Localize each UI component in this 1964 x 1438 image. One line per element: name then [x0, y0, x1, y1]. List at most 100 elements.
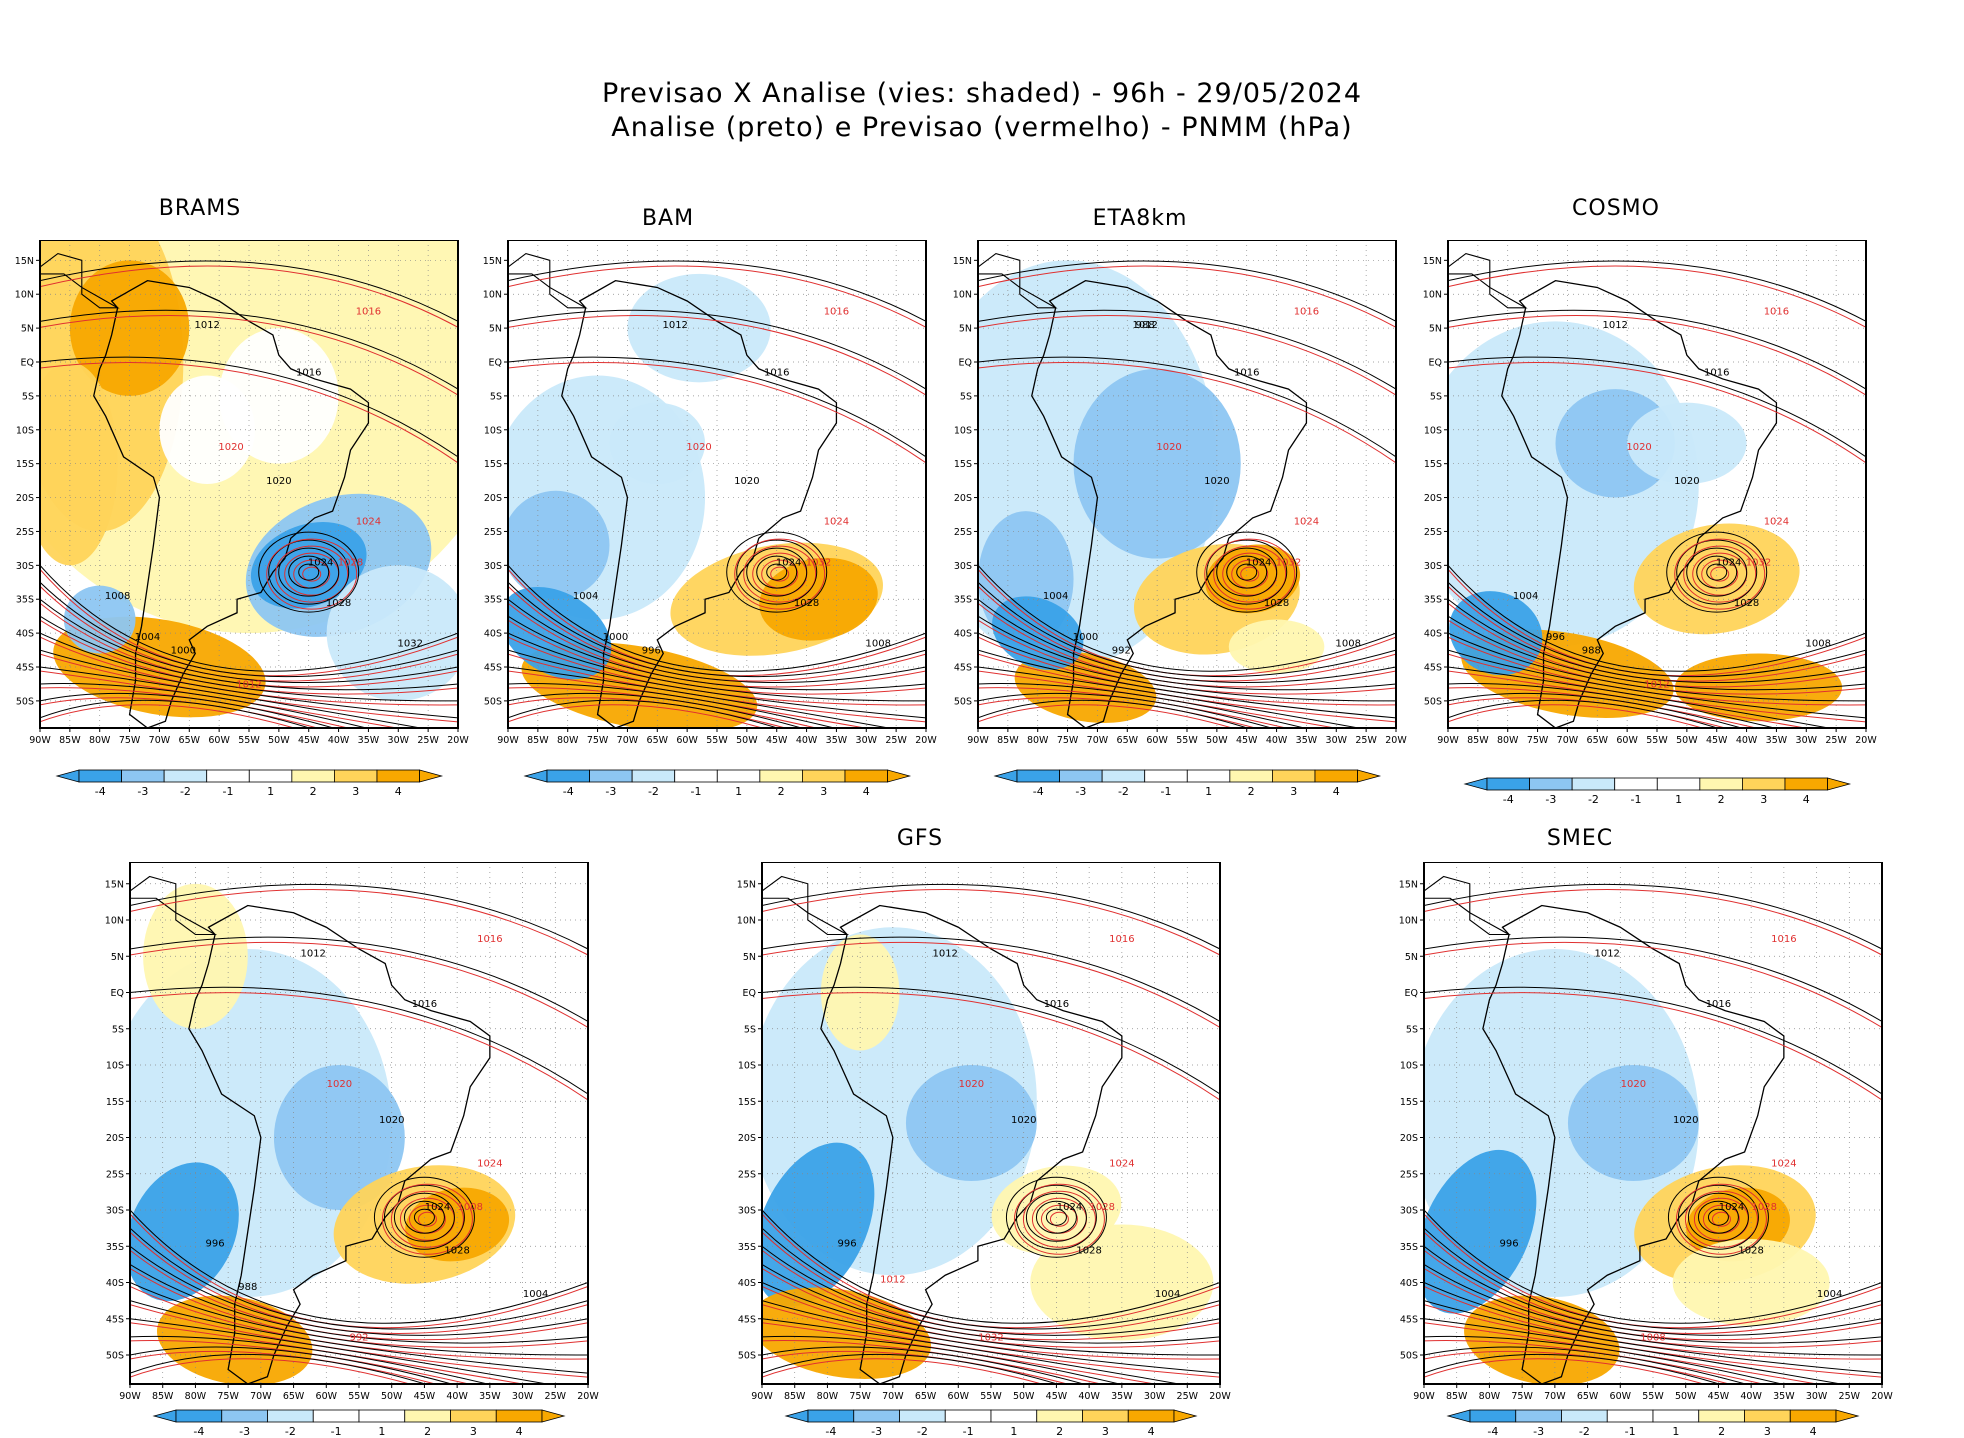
colorbar: -4 -3 -2 -1 1 2 3 4 [1463, 777, 1851, 806]
analysis-isobar [130, 1245, 588, 1336]
analysis-isobar-label: 996 [838, 1238, 857, 1249]
analysis-isobar [1196, 531, 1298, 613]
analysis-isobar [1686, 547, 1748, 597]
forecast-isobar-label: 1020 [218, 442, 243, 453]
colorbar-bin [495, 1409, 543, 1423]
forecast-isobar [1240, 566, 1260, 582]
colorbar-bin [588, 769, 633, 783]
x-tick-label: 30W [1796, 735, 1818, 746]
map-panel: 1012 1016 1020 1024 1028 1004 996 1016 1020 1024 1… [1399, 862, 1893, 1402]
forecast-isobar [978, 265, 1396, 328]
colorbar: -4 -3 -2 -1 1 2 3 4 [152, 1409, 566, 1438]
y-tick-label: 40S [16, 629, 34, 640]
analysis-isobar [978, 598, 1396, 683]
y-tick-label: 45S [106, 1314, 124, 1325]
y-tick-label: 25S [1400, 1169, 1418, 1180]
x-tick-label: 65W [1577, 1391, 1599, 1402]
analysis-isobar [508, 666, 892, 728]
colorbar-label: -1 [222, 785, 233, 798]
colorbar-bin [1016, 769, 1060, 783]
colorbar-label: -2 [1118, 785, 1129, 798]
analysis-isobar-label: 1024 [1719, 1202, 1744, 1213]
forecast-isobar [1684, 1190, 1758, 1248]
analysis-isobar [762, 1209, 1220, 1324]
forecast-isobar-label: 1020 [1621, 1079, 1646, 1090]
colorbar-bin [1744, 1409, 1791, 1423]
analysis-isobar [1448, 565, 1866, 672]
y-tick-label: 10N [737, 916, 756, 927]
analysis-isobar [130, 1263, 588, 1344]
forecast-isobar [1424, 888, 1882, 956]
bias-shading [1464, 1295, 1620, 1384]
colorbar-bin [1652, 1409, 1700, 1423]
y-tick-label: 15S [1400, 1097, 1418, 1108]
y-tick-label: 20S [1400, 1133, 1418, 1144]
analysis-isobar [762, 1335, 1122, 1384]
bias-shading [1627, 402, 1747, 484]
analysis-isobar [1424, 1346, 1748, 1384]
x-tick-label: 30W [512, 1391, 534, 1402]
y-tick-label: 40S [954, 629, 972, 640]
x-tick-label: 40W [1736, 735, 1758, 746]
x-tick-label: 35W [479, 1391, 501, 1402]
x-tick-label: 30W [1806, 1391, 1828, 1402]
x-tick-label: 75W [1057, 735, 1079, 746]
analysis-isobar [40, 356, 458, 458]
x-tick-label: 45W [1708, 1391, 1730, 1402]
analysis-isobar-label: 1020 [1204, 476, 1229, 487]
bias-shading [1567, 1065, 1699, 1181]
forecast-isobar [1674, 538, 1766, 610]
colorbar-bin [376, 769, 420, 783]
analysis-isobar [1424, 1318, 1844, 1384]
forecast-isobar [508, 361, 926, 464]
x-tick-label: 65W [1117, 735, 1139, 746]
coastline-south-america [1501, 279, 1778, 728]
analysis-isobar [1677, 1184, 1759, 1250]
y-tick-label: 30S [106, 1206, 124, 1217]
analysis-isobar-label: 1008 [105, 591, 130, 602]
x-tick-label: 60W [1616, 735, 1638, 746]
y-tick-label: 5N [743, 952, 756, 963]
colorbar-bin [631, 769, 675, 783]
coastline-south-america [188, 904, 491, 1384]
y-tick-label: 10S [484, 425, 502, 436]
x-tick-label: 25W [545, 1391, 567, 1402]
colorbar-bin [1101, 769, 1145, 783]
y-tick-label: 30S [484, 561, 502, 572]
colorbar-arrow-high [418, 769, 443, 783]
y-tick-label: 25S [1424, 527, 1442, 538]
colorbar-bin [206, 769, 250, 783]
x-tick-label: 70W [882, 1391, 904, 1402]
analysis-isobar [268, 539, 350, 605]
x-tick-label: 20W [915, 735, 937, 746]
analysis-isobar [1236, 563, 1258, 581]
colorbar-label: 2 [1056, 1425, 1063, 1438]
forecast-isobar [1448, 361, 1866, 464]
y-tick-label: 30S [16, 561, 34, 572]
colorbar-arrow-high [541, 1409, 566, 1423]
colorbar-label: -4 [95, 785, 106, 798]
x-tick-label: 30W [1144, 1391, 1166, 1402]
x-tick-label: 60W [1610, 1391, 1632, 1402]
forecast-isobar-label: 1024 [1764, 517, 1789, 528]
forecast-isobar [770, 566, 790, 582]
colorbar-arrow-high [1173, 1409, 1198, 1423]
forecast-isobar [762, 1358, 1044, 1384]
x-tick-label: 35W [1773, 1391, 1795, 1402]
colorbar-bin [333, 769, 378, 783]
colorbar-label: 3 [470, 1425, 477, 1438]
y-tick-label: 5S [960, 391, 972, 402]
y-tick-label: 5N [21, 324, 34, 335]
forecast-isobar-label: 1020 [686, 442, 711, 453]
bias-shading [40, 362, 118, 566]
x-tick-label: 20W [1209, 1391, 1231, 1402]
y-tick-label: 30S [1400, 1206, 1418, 1217]
analysis-isobar [508, 598, 926, 683]
analysis-isobar [508, 649, 926, 719]
forecast-isobar [1204, 538, 1296, 610]
x-tick-label: 20W [577, 1391, 599, 1402]
analysis-isobar [1015, 1184, 1097, 1250]
analysis-isobar [1424, 1300, 1882, 1374]
colorbar: -4 -3 -2 -1 1 2 3 4 [55, 769, 443, 798]
forecast-isobar-label: 1032 [806, 557, 831, 568]
